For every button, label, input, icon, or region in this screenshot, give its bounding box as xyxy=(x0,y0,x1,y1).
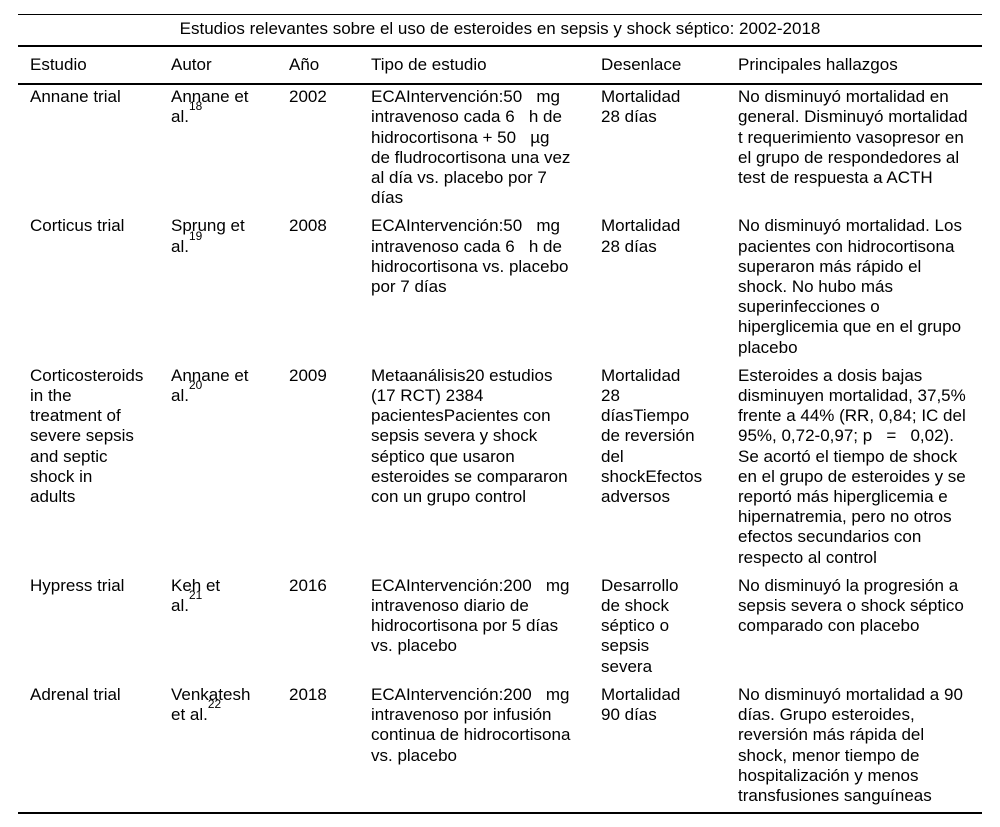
author-text: Sprung et al. xyxy=(171,216,245,256)
reference-superscript: 22 xyxy=(207,697,222,712)
cell-desenlace: Mortalidad 28 díasTiempo de reversión de… xyxy=(601,365,703,507)
cell-ano: 2002 xyxy=(289,87,327,107)
cell-desenlace: Mortalidad 28 días xyxy=(601,216,681,256)
cell-ano: 2009 xyxy=(289,365,327,385)
cell-ano: 2016 xyxy=(289,575,327,595)
table-row-corticosteroids-metaanalysis: Corticosteroids in the treatment of seve… xyxy=(18,359,982,569)
column-header-autor: Autor xyxy=(170,47,288,86)
cell-estudio: Hypress trial xyxy=(30,575,125,595)
column-header-principales-hallazgos: Principales hallazgos xyxy=(737,47,982,86)
column-header-desenlace: Desenlace xyxy=(600,47,737,86)
cell-tipo-de-estudio: ECAIntervención:50 mg intravenoso cada 6… xyxy=(371,216,569,297)
reference-superscript: 20 xyxy=(188,378,203,393)
table-row-hypress-trial: Hypress trial Keh et al.21 2016 ECAInter… xyxy=(18,569,982,678)
studies-table-container: Estudios relevantes sobre el uso de este… xyxy=(18,14,982,815)
studies-table: Estudio Autor Año Tipo de estudio Desenl… xyxy=(18,47,982,815)
cell-estudio: Adrenal trial xyxy=(30,684,121,704)
column-header-ano: Año xyxy=(288,47,370,86)
cell-principales-hallazgos: Esteroides a dosis bajas disminuyen mort… xyxy=(738,365,966,567)
author-text: Annane et al. xyxy=(171,87,249,127)
author-text: Venkatesh et al. xyxy=(171,684,251,725)
cell-desenlace: Desarrollo de shock séptico o sepsis sev… xyxy=(601,575,679,676)
cell-desenlace: Mortalidad 90 días xyxy=(601,684,681,725)
table-title: Estudios relevantes sobre el uso de este… xyxy=(18,14,982,47)
cell-principales-hallazgos: No disminuyó mortalidad a 90 días. Grupo… xyxy=(738,684,963,805)
cell-tipo-de-estudio: ECAIntervención:50 mg intravenoso cada 6… xyxy=(371,87,571,208)
cell-autor: Annane et al.18 xyxy=(170,84,288,209)
cell-desenlace: Mortalidad 28 días xyxy=(601,87,681,127)
cell-autor: Venkatesh et al.22 xyxy=(170,678,288,813)
cell-principales-hallazgos: No disminuyó mortalidad en general. Dism… xyxy=(738,87,968,188)
cell-tipo-de-estudio: ECAIntervención:200 mg intravenoso por i… xyxy=(371,684,571,765)
column-header-tipo-de-estudio: Tipo de estudio xyxy=(370,47,600,86)
cell-autor: Sprung et al.19 xyxy=(170,209,288,358)
cell-principales-hallazgos: No disminuyó mortalidad. Los pacientes c… xyxy=(738,216,962,357)
table-row-annane-trial: Annane trial Annane et al.18 2002 ECAInt… xyxy=(18,84,982,209)
cell-ano: 2008 xyxy=(289,216,327,236)
cell-ano: 2018 xyxy=(289,684,327,704)
cell-tipo-de-estudio: Metaanálisis20 estudios (17 RCT) 2384 pa… xyxy=(371,365,568,507)
table-header: Estudio Autor Año Tipo de estudio Desenl… xyxy=(18,47,982,86)
author-text: Keh et al. xyxy=(171,575,221,616)
cell-autor: Annane et al.20 xyxy=(170,359,288,569)
table-body: Annane trial Annane et al.18 2002 ECAInt… xyxy=(18,84,982,813)
cell-tipo-de-estudio: ECAIntervención:200 mg intravenoso diari… xyxy=(371,575,570,656)
cell-estudio: Corticus trial xyxy=(30,216,125,236)
cell-estudio: Corticosteroids in the treatment of seve… xyxy=(30,365,144,507)
table-row-corticus-trial: Corticus trial Sprung et al.19 2008 ECAI… xyxy=(18,209,982,358)
reference-superscript: 19 xyxy=(188,228,203,243)
cell-autor: Keh et al.21 xyxy=(170,569,288,678)
reference-superscript: 21 xyxy=(188,588,203,603)
cell-principales-hallazgos: No disminuyó la progresión a sepsis seve… xyxy=(738,575,964,636)
header-row: Estudio Autor Año Tipo de estudio Desenl… xyxy=(18,47,982,86)
column-header-estudio: Estudio xyxy=(18,47,170,86)
cell-estudio: Annane trial xyxy=(30,87,121,107)
table-row-adrenal-trial: Adrenal trial Venkatesh et al.22 2018 EC… xyxy=(18,678,982,813)
reference-superscript: 18 xyxy=(188,99,203,114)
author-text: Annane et al. xyxy=(171,365,249,406)
